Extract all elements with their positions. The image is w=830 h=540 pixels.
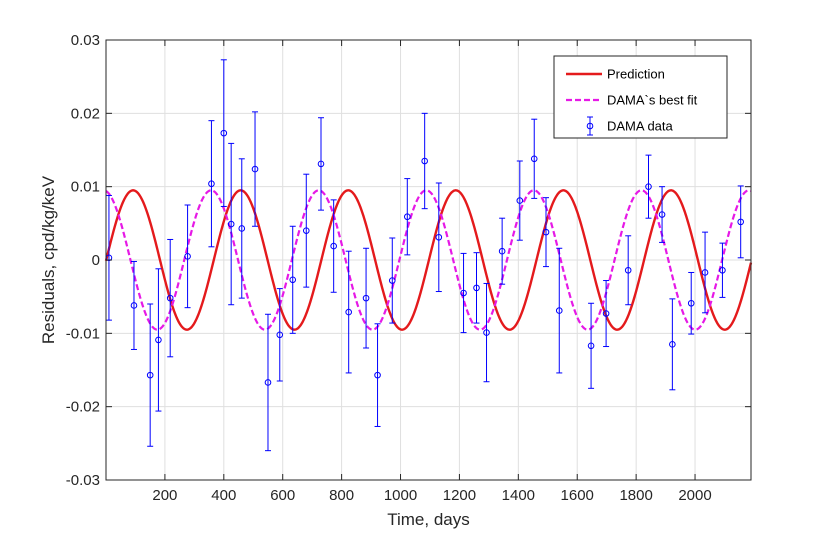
best-fit-curve-group <box>105 189 752 331</box>
legend-best-fit-label: DAMA`s best fit <box>607 93 698 108</box>
x-tick-label: 600 <box>270 487 295 504</box>
data-point <box>687 299 695 307</box>
data-point <box>388 277 396 284</box>
legend-data-label: DAMA data <box>607 119 674 134</box>
legend-data-marker <box>586 122 594 130</box>
data-point <box>421 157 428 165</box>
data-point <box>645 183 652 190</box>
data-point <box>403 213 411 221</box>
data-points-group <box>105 59 744 452</box>
data-point <box>289 276 297 284</box>
prediction-curve <box>104 189 753 331</box>
x-tick-label: 1400 <box>502 487 535 504</box>
data-point <box>264 379 272 386</box>
data-point <box>345 308 352 316</box>
data-point <box>701 269 709 276</box>
x-tick-label: 1800 <box>619 487 652 504</box>
data-point <box>166 294 174 302</box>
data-point <box>220 129 228 137</box>
data-point <box>737 218 744 226</box>
x-tick-label: 1200 <box>443 487 476 504</box>
data-point <box>719 266 726 274</box>
data-point <box>624 266 632 274</box>
data-point <box>498 247 506 255</box>
x-tick-label: 1000 <box>384 487 417 504</box>
legend-box <box>553 55 728 139</box>
data-point <box>146 371 154 379</box>
data-point <box>130 302 138 309</box>
data-point <box>483 329 490 336</box>
data-point <box>669 341 676 348</box>
data-point <box>435 233 443 241</box>
data-point <box>555 307 563 314</box>
data-point <box>516 197 524 204</box>
x-tick-label: 400 <box>211 487 236 504</box>
legend-prediction-label: Prediction <box>607 67 665 82</box>
y-tick-label: 0.02 <box>71 105 100 122</box>
data-point <box>658 211 666 218</box>
data-point <box>530 155 538 163</box>
y-tick-label: 0 <box>92 252 100 269</box>
y-axis-label: Residuals, cpd/kg/keV <box>39 175 58 344</box>
x-tick-label: 200 <box>152 487 177 504</box>
y-tick-label: -0.02 <box>66 399 100 416</box>
x-tick-label: 1600 <box>561 487 594 504</box>
data-point <box>542 228 550 236</box>
data-point <box>374 371 381 379</box>
data-point <box>208 180 215 188</box>
data-point <box>227 220 235 228</box>
x-tick-label: 2000 <box>678 487 711 504</box>
x-tick-label: 800 <box>329 487 354 504</box>
data-point <box>238 225 246 232</box>
data-point <box>587 342 595 350</box>
data-point <box>362 294 370 302</box>
data-point <box>184 253 191 260</box>
data-point <box>155 336 162 344</box>
best-fit-curve <box>105 189 752 331</box>
axis-ticks: 200 400 600 800 1000 1200 1400 1600 1800 2000 -0.0… <box>66 32 751 504</box>
y-tick-label: 0.01 <box>71 179 100 196</box>
data-point <box>460 289 467 297</box>
legend: Prediction DAMA`s best fit DAMA data <box>553 55 728 139</box>
data-point <box>317 160 325 168</box>
data-point <box>330 242 337 250</box>
y-tick-label: 0.03 <box>71 32 100 49</box>
data-point <box>302 227 310 234</box>
y-tick-label: -0.03 <box>66 472 100 489</box>
y-tick-label: -0.01 <box>66 325 100 342</box>
data-point <box>276 331 284 339</box>
data-point <box>473 284 480 292</box>
prediction-curve-group <box>104 189 753 331</box>
data-point <box>251 165 259 173</box>
data-point <box>602 310 610 317</box>
x-axis-label: Time, days <box>387 510 470 529</box>
